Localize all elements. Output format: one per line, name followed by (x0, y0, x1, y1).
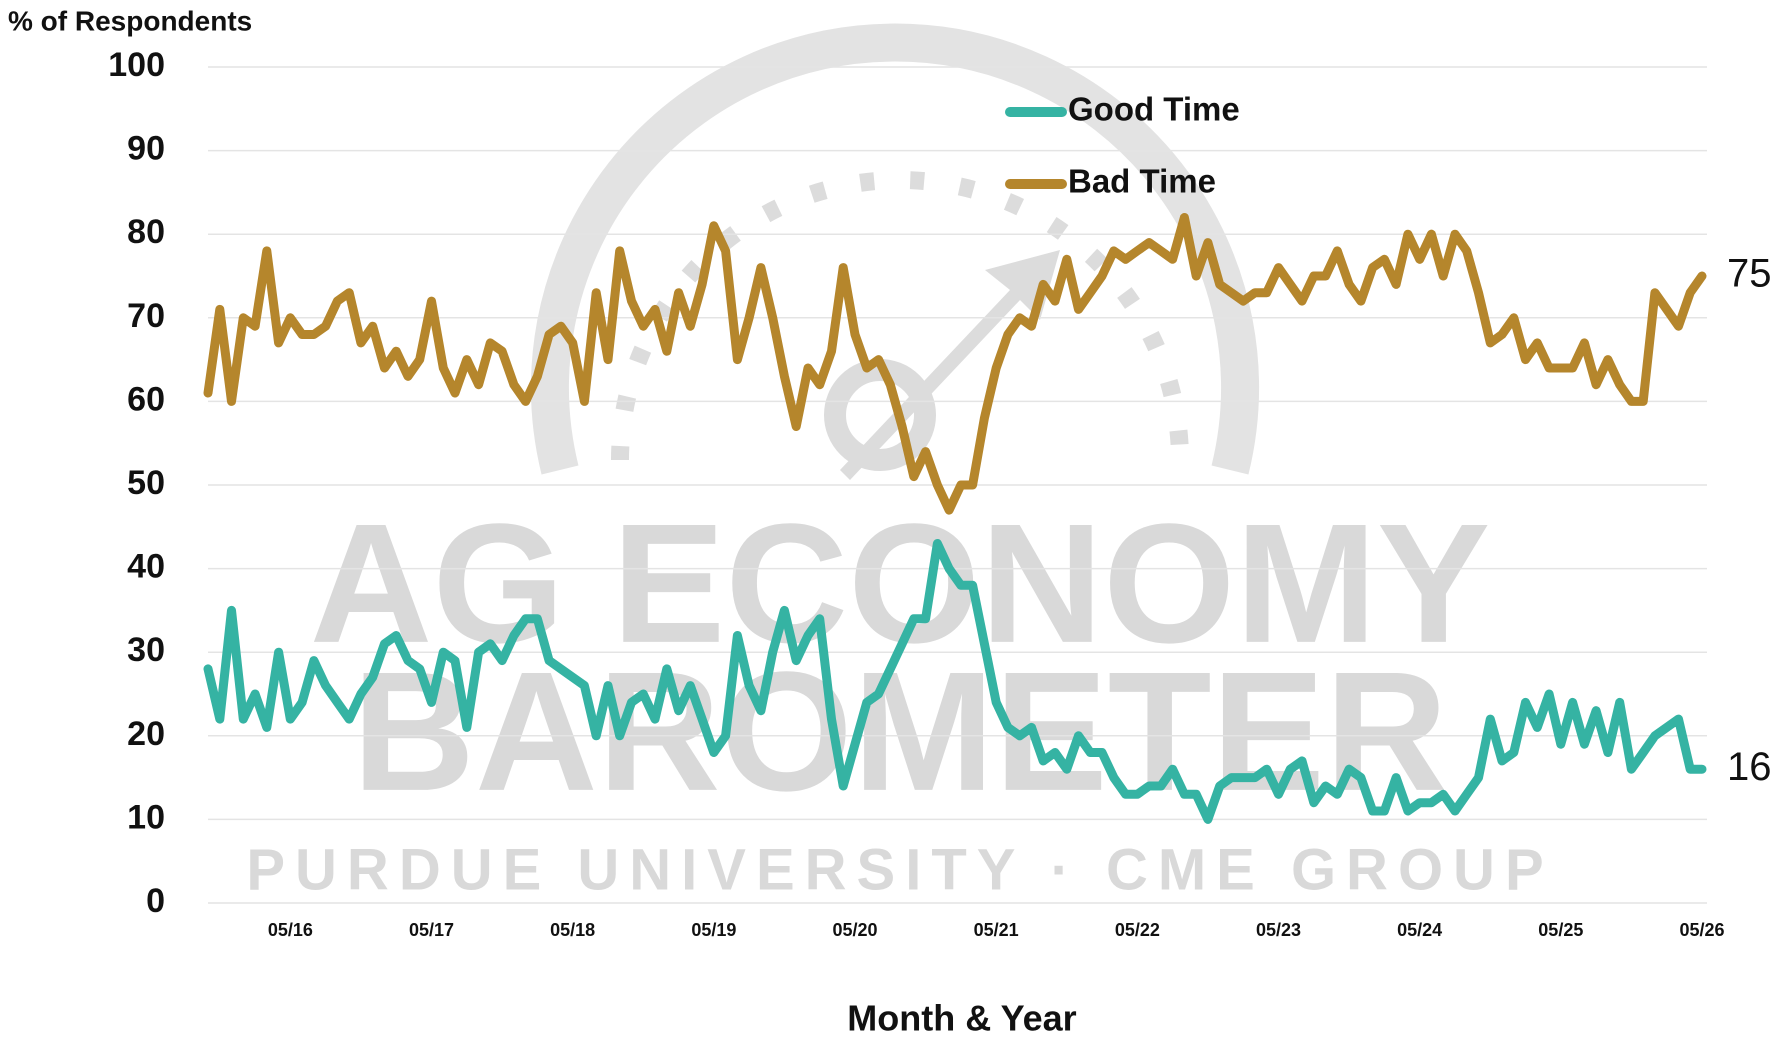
y-tick-label: 10 (127, 798, 165, 836)
y-axis-title: % of Respondents (8, 5, 252, 36)
y-tick-label: 60 (127, 380, 165, 418)
grid (208, 66, 1707, 904)
y-tick-label: 80 (127, 213, 165, 251)
x-tick-label: 05/24 (1397, 920, 1442, 940)
x-tick-label: 05/22 (1115, 920, 1160, 940)
series-line (203, 213, 1707, 515)
x-tick-label: 05/17 (409, 920, 454, 940)
y-tick-label: 40 (127, 548, 165, 586)
x-axis-title: Month & Year (847, 998, 1076, 1039)
x-tick-label: 05/25 (1538, 920, 1583, 940)
end-value-label: 75 (1727, 252, 1772, 296)
watermark-line: BAROMETER (352, 637, 1448, 827)
y-tick-label: 50 (127, 464, 165, 502)
y-tick-label: 0 (146, 882, 165, 920)
series-line (203, 539, 1707, 824)
x-tick-label: 05/20 (832, 920, 877, 940)
x-tick-label: 05/18 (550, 920, 595, 940)
x-tick-label: 05/21 (974, 920, 1019, 940)
x-tick-label: 05/16 (268, 920, 313, 940)
watermark-line: PURDUE UNIVERSITY · CME GROUP (246, 837, 1553, 902)
y-tick-label: 20 (127, 715, 165, 753)
legend-label: Bad Time (1068, 163, 1216, 200)
end-value-label: 16 (1727, 745, 1772, 789)
legend-label: Good Time (1068, 91, 1240, 128)
x-tick-label: 05/19 (691, 920, 736, 940)
x-tick-label: 05/26 (1679, 920, 1724, 940)
y-tick-label: 30 (127, 631, 165, 669)
y-tick-label: 90 (127, 130, 165, 168)
y-tick-label: 70 (127, 297, 165, 335)
gauge-needle (840, 250, 1060, 480)
y-tick-label: 100 (108, 46, 165, 84)
x-tick-label: 05/23 (1256, 920, 1301, 940)
